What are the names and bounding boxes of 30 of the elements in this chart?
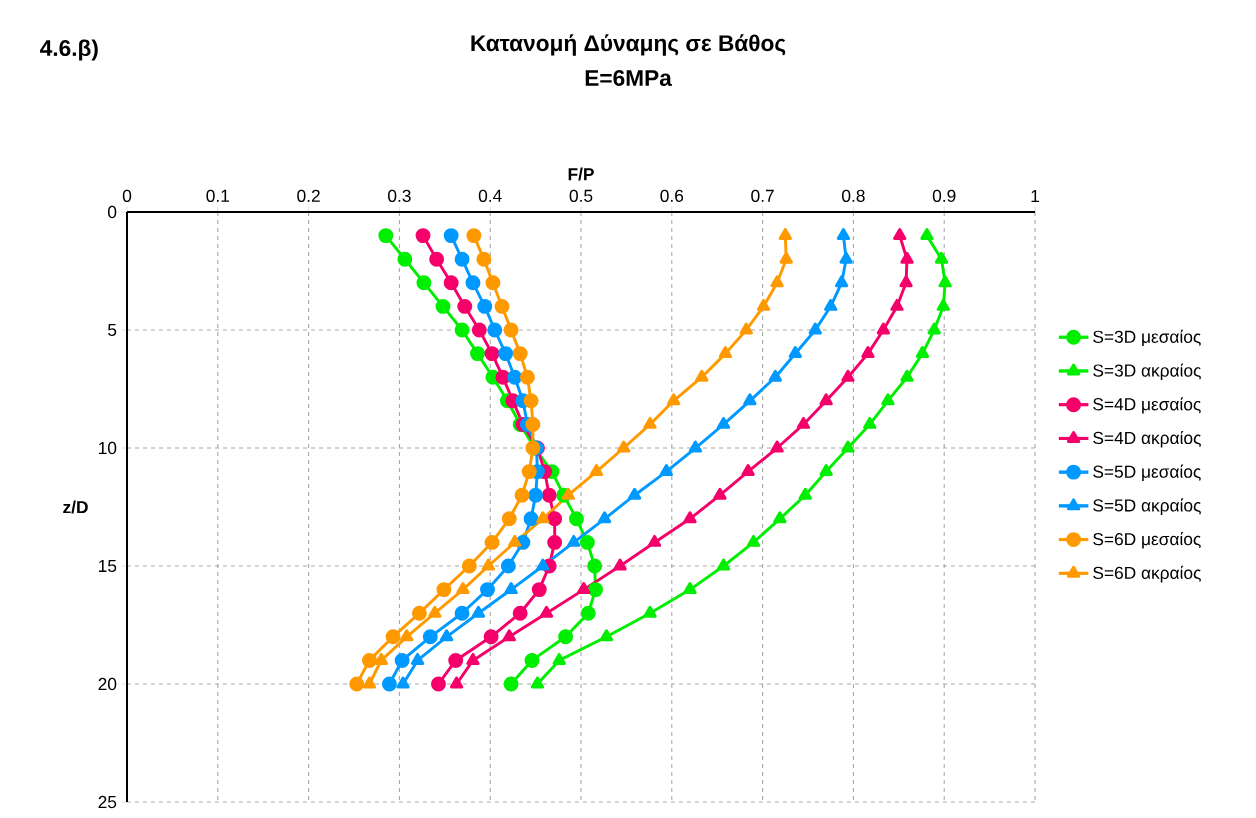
y-tick-label: 5: [108, 323, 117, 337]
y-tick-label: 25: [98, 795, 117, 809]
chart-title: Κατανομή Δύναμης σε Βάθος: [471, 34, 786, 56]
y-tick-label: 10: [99, 441, 117, 455]
y-tick-label: 0: [107, 205, 117, 219]
legend-label: S=4D ακραίος: [1093, 430, 1201, 448]
x-tick-label: 0: [122, 189, 132, 202]
legend-label: S=4D μεσαίος: [1093, 397, 1201, 414]
x-tick-label: 0.5: [569, 189, 593, 202]
x-tick-label: 1: [1031, 190, 1039, 202]
x-tick-label: 0.2: [297, 189, 320, 202]
legend-label: S=6D ακραίος: [1093, 565, 1201, 583]
x-tick-label: 0.1: [206, 189, 230, 202]
x-tick-label: 0.9: [932, 189, 956, 202]
x-tick-label: 0.3: [388, 189, 411, 202]
x-axis-title: F/P: [568, 167, 594, 181]
x-tick-label: 0.8: [842, 189, 865, 202]
legend-label: S=3D μεσαίος: [1093, 329, 1201, 347]
x-tick-label: 0.7: [751, 189, 774, 202]
legend-label: S=5D ακραίος: [1093, 498, 1201, 515]
legend-label: S=3D ακραίος: [1093, 363, 1201, 381]
chart-subtitle: E=6MPa: [585, 69, 672, 87]
y-tick-label: 20: [98, 677, 117, 691]
x-tick-label: 0.6: [660, 189, 684, 202]
legend-label: S=6D μεσαίος: [1093, 532, 1201, 549]
text: 4.6.β): [40, 39, 98, 61]
x-tick-label: 0.4: [478, 189, 502, 202]
y-axis-title: z/D: [63, 500, 88, 514]
y-tick-label: 15: [99, 559, 117, 573]
legend-label: S=5D μεσαίος: [1093, 464, 1201, 481]
